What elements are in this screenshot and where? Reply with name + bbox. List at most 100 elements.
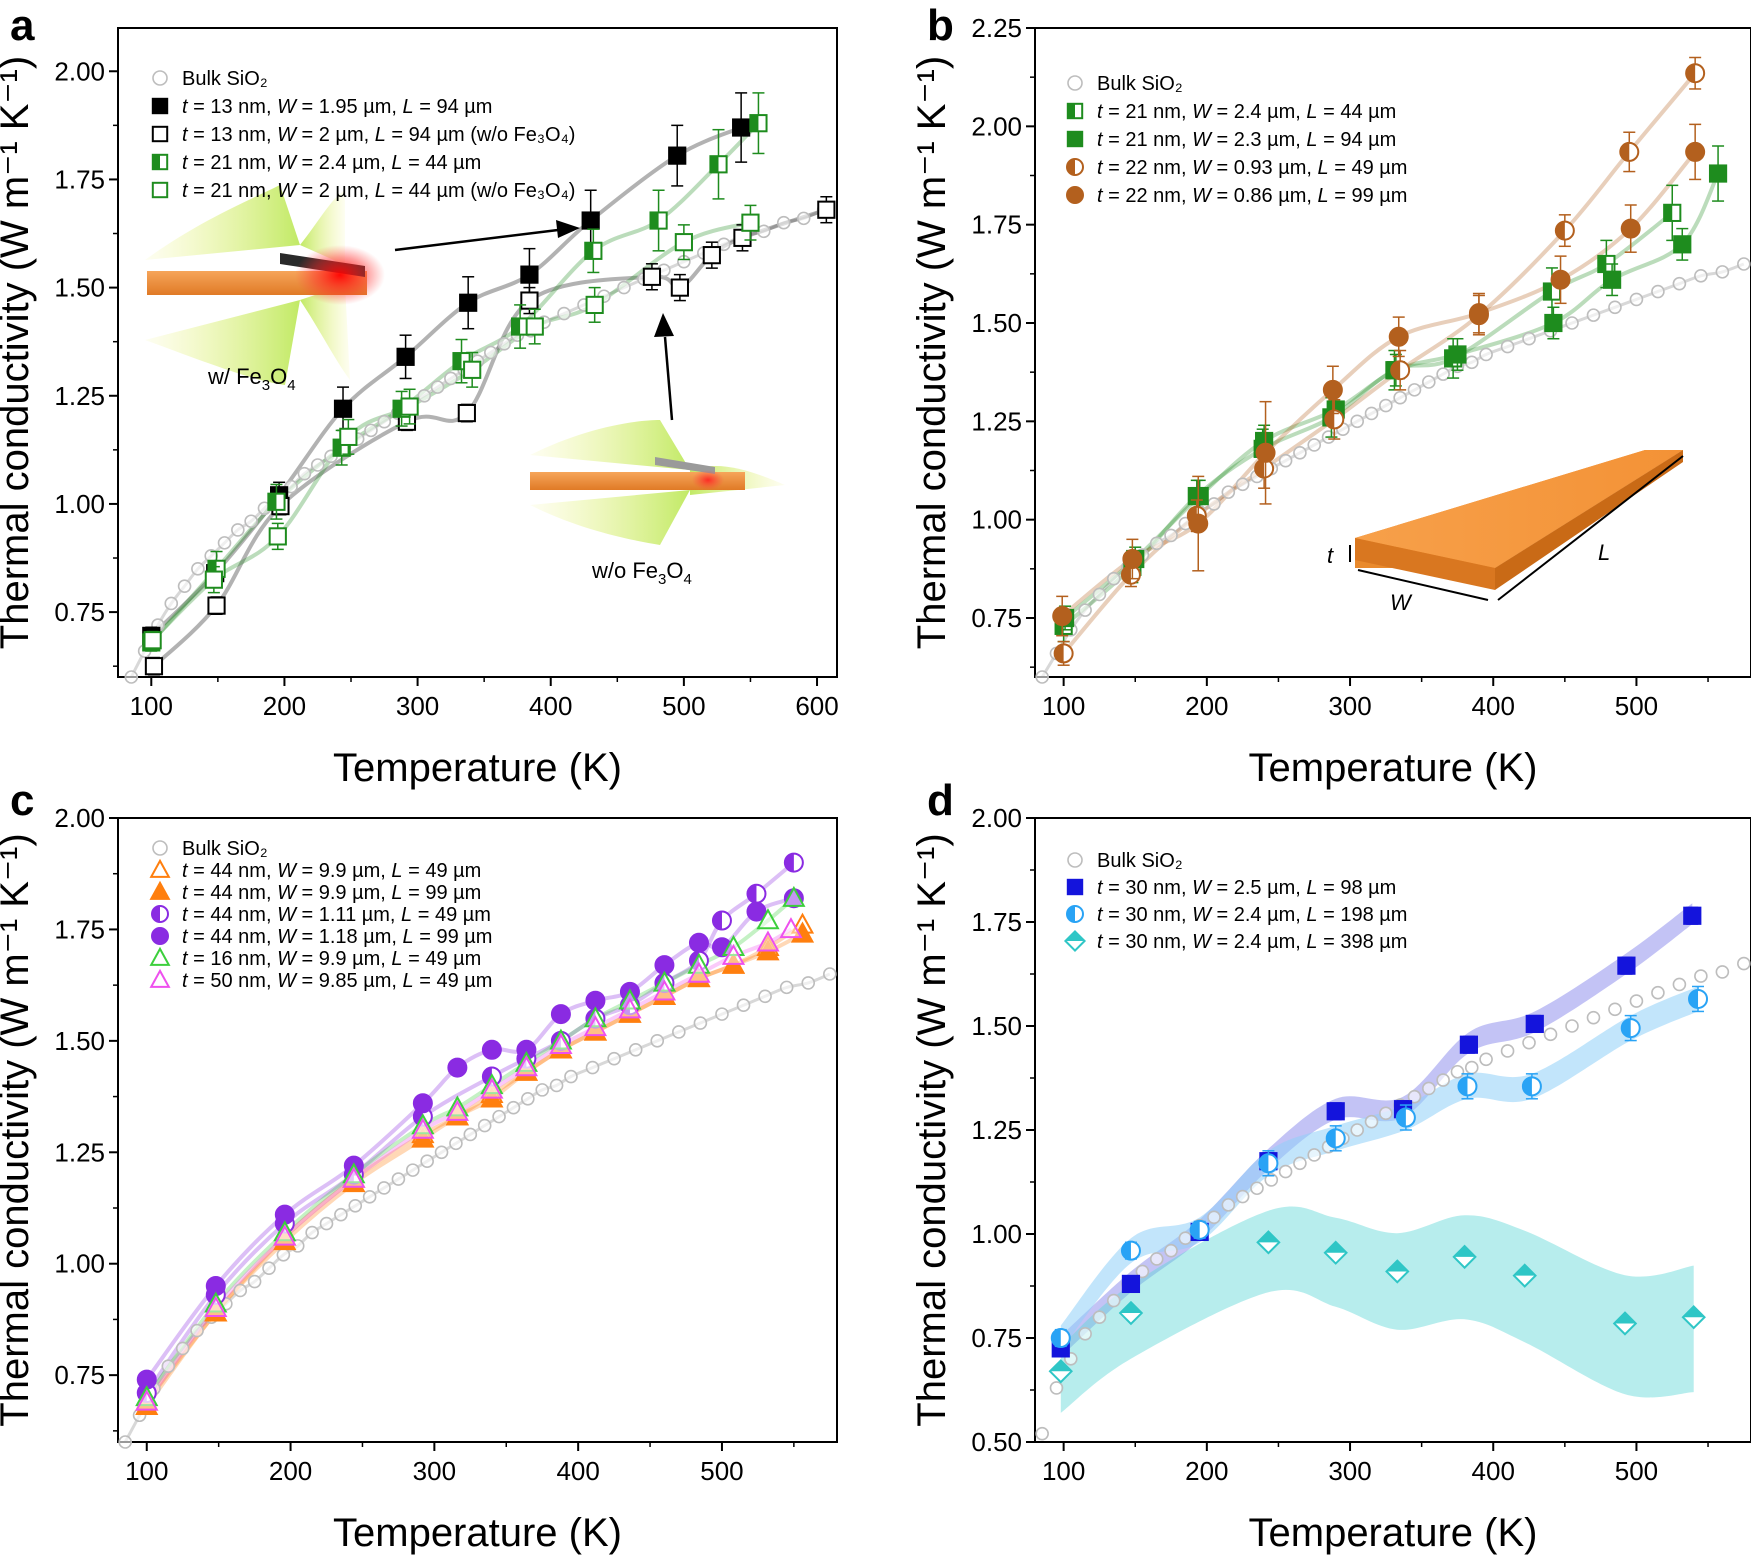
trend-line	[145, 932, 804, 1408]
data-point	[1293, 1156, 1307, 1171]
data-point	[1050, 1328, 1071, 1348]
legend-marker	[1066, 130, 1084, 148]
heat-flux-fan-icon	[530, 490, 690, 545]
data-point	[1694, 268, 1708, 283]
data-point	[377, 414, 392, 429]
series-t-13-nm-w-2-m-l-94-m-w-o-fe-o	[144, 195, 836, 676]
data-point	[1379, 1106, 1393, 1121]
panel-letter-a: a	[10, 1, 35, 50]
data-point	[492, 1109, 506, 1124]
data-point	[1586, 1010, 1601, 1025]
data-point	[642, 267, 662, 286]
x-tick-label: 600	[795, 691, 838, 721]
data-point	[1092, 1310, 1107, 1324]
data-point	[1325, 1128, 1346, 1149]
chart-panel-d: 100 200 300 400 500 0.50 0.75 1.00 1.25 1.50 1.75 2…	[910, 803, 1751, 1555]
data-point	[1189, 1219, 1210, 1240]
legend-marker	[149, 880, 171, 900]
data-point	[1683, 906, 1702, 925]
legend-label: t = 30 nm, W = 2.5 µm, L = 98 µm	[1097, 877, 1396, 899]
data-point	[756, 930, 780, 952]
x-tick-label: 500	[1615, 1456, 1658, 1486]
data-point	[1364, 406, 1379, 421]
y-tick-label: 1.25	[54, 381, 105, 411]
x-tick-label: 300	[1328, 691, 1371, 721]
data-point	[1121, 1274, 1141, 1294]
y-tick-label: 0.50	[971, 1427, 1022, 1457]
data-point	[1737, 956, 1751, 971]
data-point	[1307, 438, 1322, 452]
data-point	[144, 657, 164, 676]
legend-marker	[149, 968, 171, 988]
data-point	[305, 1225, 319, 1240]
x-tick-label: 500	[700, 1456, 743, 1486]
legend-marker	[1066, 905, 1084, 923]
data-point	[1221, 485, 1236, 499]
data-point	[1207, 1210, 1221, 1225]
x-tick-label: 100	[125, 1456, 168, 1486]
data-point	[484, 345, 498, 360]
data-point	[1293, 445, 1307, 460]
data-point	[1715, 965, 1730, 979]
data-point	[231, 523, 245, 537]
data-point	[520, 265, 539, 284]
annotation-without-fe3o4: w/o Fe3O4	[591, 558, 692, 588]
data-point	[709, 155, 728, 174]
data-point	[721, 943, 746, 965]
legend-label: t = 13 nm, W = 2 µm, L = 94 µm (w/o Fe₃O…	[182, 124, 575, 146]
x-tick-label: 400	[556, 1456, 599, 1486]
x-tick-label: 400	[1472, 1456, 1515, 1486]
data-point	[1307, 1148, 1322, 1162]
legend-marker	[152, 840, 168, 856]
data-point	[459, 293, 478, 312]
data-point	[1543, 1027, 1558, 1042]
data-point	[1118, 1300, 1144, 1326]
ribbon-side-face-icon	[1495, 450, 1683, 590]
data-point	[564, 1069, 578, 1084]
data-point	[1688, 988, 1709, 1009]
data-point	[1436, 1073, 1450, 1087]
data-point	[1612, 1311, 1638, 1336]
data-point	[1422, 1081, 1436, 1096]
data-point	[584, 241, 603, 260]
data-point	[1326, 1102, 1345, 1121]
data-point	[1685, 141, 1706, 162]
data-point	[670, 278, 689, 297]
data-point	[732, 118, 751, 137]
data-point	[779, 917, 803, 939]
ribbon-top-face-icon	[1355, 450, 1683, 568]
data-point	[1608, 1002, 1622, 1017]
y-tick-label: 1.50	[54, 273, 105, 303]
data-point	[191, 562, 205, 576]
data-point	[1278, 453, 1293, 468]
data-point	[649, 211, 668, 230]
data-point	[1078, 603, 1092, 617]
y-tick-label: 1.50	[971, 1011, 1022, 1041]
data-point	[175, 1341, 190, 1356]
y-tick-label: 0.75	[971, 1323, 1022, 1353]
data-point	[1035, 670, 1049, 684]
data-point	[1390, 360, 1411, 381]
data-point	[1135, 1264, 1150, 1279]
legend-label: t = 30 nm, W = 2.4 µm, L = 398 µm	[1097, 931, 1407, 953]
data-point	[1673, 235, 1692, 254]
data-point	[1106, 1293, 1121, 1308]
data-point	[342, 1166, 366, 1188]
plot-frame	[117, 27, 838, 678]
data-point	[817, 200, 836, 219]
legend-label: Bulk SiO₂	[182, 838, 268, 860]
y-tick-label: 2.00	[54, 803, 105, 833]
data-point	[1468, 303, 1489, 324]
legend-marker	[1063, 929, 1087, 953]
series-bulk-sio	[118, 967, 837, 1449]
heated-rod-illustration-with-fe3o4	[145, 185, 385, 385]
data-point	[1120, 1240, 1141, 1261]
data-point	[823, 967, 837, 981]
data-point	[1479, 1052, 1493, 1067]
data-point	[746, 883, 767, 904]
legend-marker	[1066, 878, 1084, 896]
data-point	[1395, 1107, 1416, 1128]
data-point	[1550, 269, 1571, 290]
data-point	[1708, 164, 1728, 183]
legend-label: t = 22 nm, W = 0.86 µm, L = 99 µm	[1097, 185, 1407, 207]
